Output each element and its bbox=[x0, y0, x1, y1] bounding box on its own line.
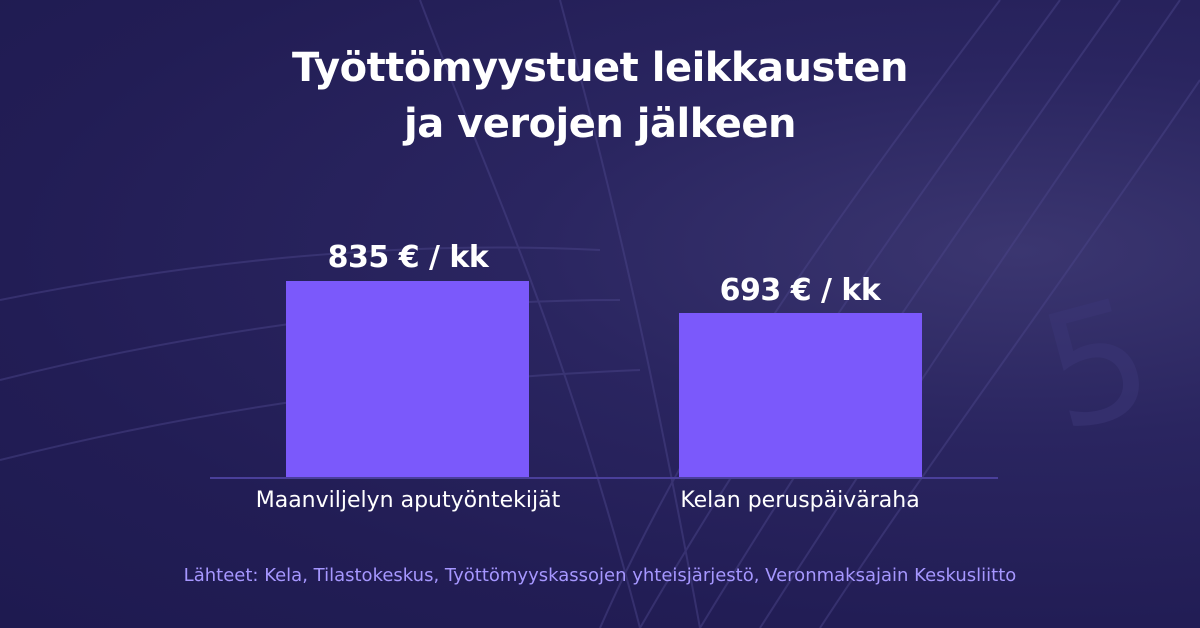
bar-maanviljelyn-aputyontekijat bbox=[286, 281, 529, 477]
bar-value-label-2: 693 € / kk bbox=[719, 273, 881, 308]
source-note: Lähteet: Kela, Tilastokeskus, Työttömyys… bbox=[183, 565, 1017, 586]
category-label-2: Kelan peruspäiväraha bbox=[680, 488, 920, 513]
title-line-2: ja verojen jälkeen bbox=[404, 101, 796, 147]
svg-text:5: 5 bbox=[1023, 261, 1170, 468]
category-label-1: Maanviljelyn aputyöntekijät bbox=[255, 488, 561, 513]
bar-value-label-1: 835 € / kk bbox=[327, 240, 489, 275]
x-axis-line bbox=[210, 477, 998, 479]
title-line-1: Työttömyystuet leikkausten bbox=[292, 45, 908, 91]
chart-title: Työttömyystuet leikkausten ja verojen jä… bbox=[0, 40, 1200, 152]
bar-kelan-peruspaivaraha bbox=[679, 313, 922, 477]
